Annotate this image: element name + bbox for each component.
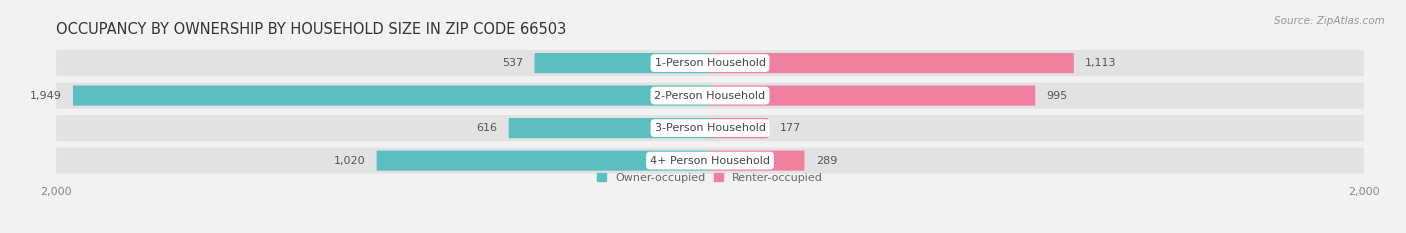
Text: 177: 177 xyxy=(779,123,800,133)
Text: 1-Person Household: 1-Person Household xyxy=(655,58,765,68)
FancyBboxPatch shape xyxy=(56,50,1364,76)
FancyBboxPatch shape xyxy=(377,151,710,171)
Text: 1,949: 1,949 xyxy=(30,91,62,101)
Legend: Owner-occupied, Renter-occupied: Owner-occupied, Renter-occupied xyxy=(593,168,827,187)
FancyBboxPatch shape xyxy=(56,115,1364,141)
FancyBboxPatch shape xyxy=(710,86,1035,106)
Text: 2-Person Household: 2-Person Household xyxy=(654,91,766,101)
Text: 3-Person Household: 3-Person Household xyxy=(655,123,765,133)
Text: 289: 289 xyxy=(815,156,838,166)
FancyBboxPatch shape xyxy=(534,53,710,73)
Text: 995: 995 xyxy=(1046,91,1069,101)
Text: 1,113: 1,113 xyxy=(1085,58,1116,68)
FancyBboxPatch shape xyxy=(56,82,1364,109)
Text: Source: ZipAtlas.com: Source: ZipAtlas.com xyxy=(1274,16,1385,26)
Text: 4+ Person Household: 4+ Person Household xyxy=(650,156,770,166)
FancyBboxPatch shape xyxy=(710,53,1074,73)
Text: OCCUPANCY BY OWNERSHIP BY HOUSEHOLD SIZE IN ZIP CODE 66503: OCCUPANCY BY OWNERSHIP BY HOUSEHOLD SIZE… xyxy=(56,22,567,37)
Text: 537: 537 xyxy=(502,58,523,68)
Text: 616: 616 xyxy=(477,123,498,133)
FancyBboxPatch shape xyxy=(710,118,768,138)
FancyBboxPatch shape xyxy=(509,118,710,138)
FancyBboxPatch shape xyxy=(56,147,1364,174)
FancyBboxPatch shape xyxy=(73,86,710,106)
Text: 1,020: 1,020 xyxy=(333,156,366,166)
FancyBboxPatch shape xyxy=(710,151,804,171)
